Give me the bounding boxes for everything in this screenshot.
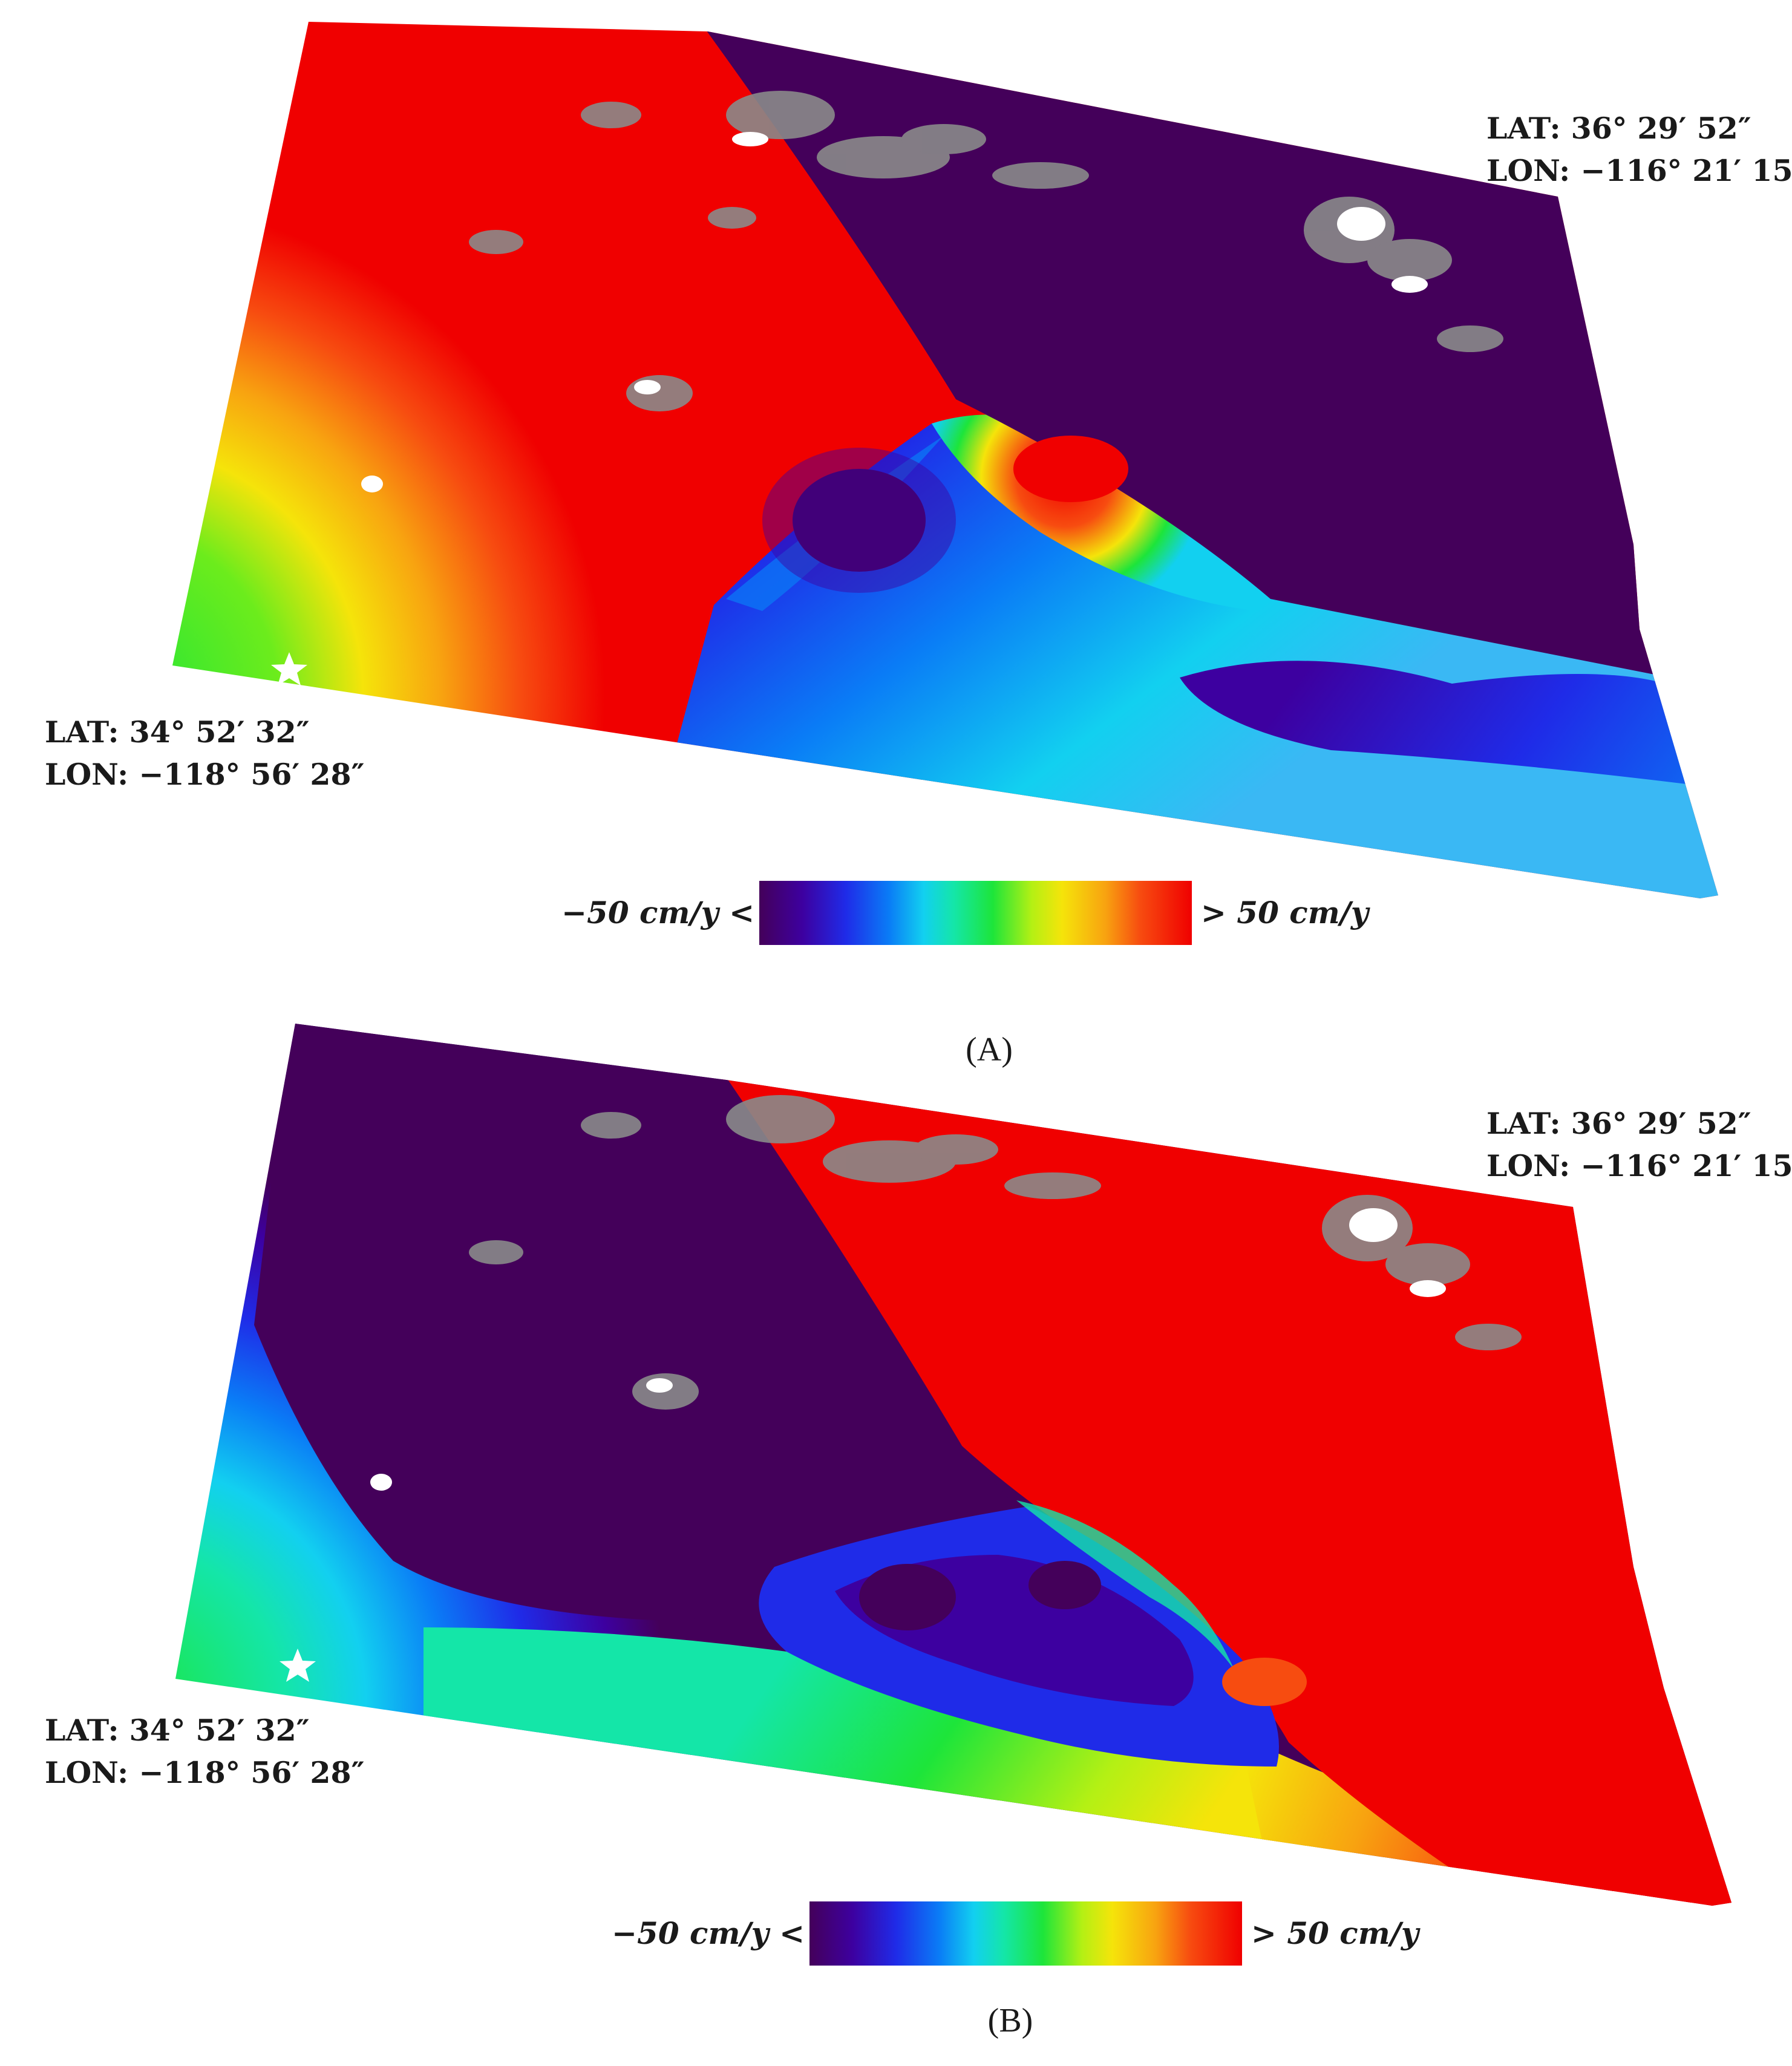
colorbar-gradient [759,881,1192,945]
panel-a-caption: (A) [966,1031,1013,1068]
velocity-map-a [172,22,1718,898]
sw-lat-label: LAT: 34° 52′ 32″ [45,714,310,750]
star-marker-icon [280,1649,316,1682]
colorbar-min-label: −50 cm/y < [612,1915,805,1951]
sw-lon-label: LON: −118° 56′ 28″ [45,757,365,792]
ne-lat-label: LAT: 36° 29′ 52″ [1486,1106,1751,1141]
sw-lat-label: LAT: 34° 52′ 32″ [45,1713,310,1748]
ne-lon-label: LON: −116° 21′ 15″ [1486,1148,1792,1183]
colorbar-a: −50 cm/y < > 50 cm/y [0,881,1792,945]
sw-corner-coords: LAT: 34° 52′ 32″ LON: −118° 56′ 28″ [45,711,364,796]
colorbar-min-label: −50 cm/y < [561,895,754,930]
sw-lon-label: LON: −118° 56′ 28″ [45,1755,365,1790]
panel-b: LAT: 36° 29′ 52″ LON: −116° 21′ 15″ LAT:… [0,1022,1792,2066]
sw-corner-coords: LAT: 34° 52′ 32″ LON: −118° 56′ 28″ [45,1709,364,1794]
panel-b-caption: (B) [987,2002,1033,2039]
ne-lon-label: LON: −116° 21′ 15″ [1486,153,1792,188]
ne-corner-coords: LAT: 36° 29′ 52″ LON: −116° 21′ 15″ [1486,107,1792,192]
colorbar-b: −50 cm/y < > 50 cm/y [0,1901,1792,1966]
ne-corner-coords: LAT: 36° 29′ 52″ LON: −116° 21′ 15″ [1486,1102,1792,1187]
colorbar-max-label: > 50 cm/y [1201,895,1369,930]
colorbar-max-label: > 50 cm/y [1251,1915,1419,1951]
colorbar-gradient [809,1901,1242,1966]
star-marker-icon [271,652,307,685]
panel-a: LAT: 36° 29′ 52″ LON: −116° 21′ 15″ LAT:… [0,22,1792,1068]
velocity-map-b [175,1024,1732,1906]
ne-lat-label: LAT: 36° 29′ 52″ [1486,111,1751,146]
